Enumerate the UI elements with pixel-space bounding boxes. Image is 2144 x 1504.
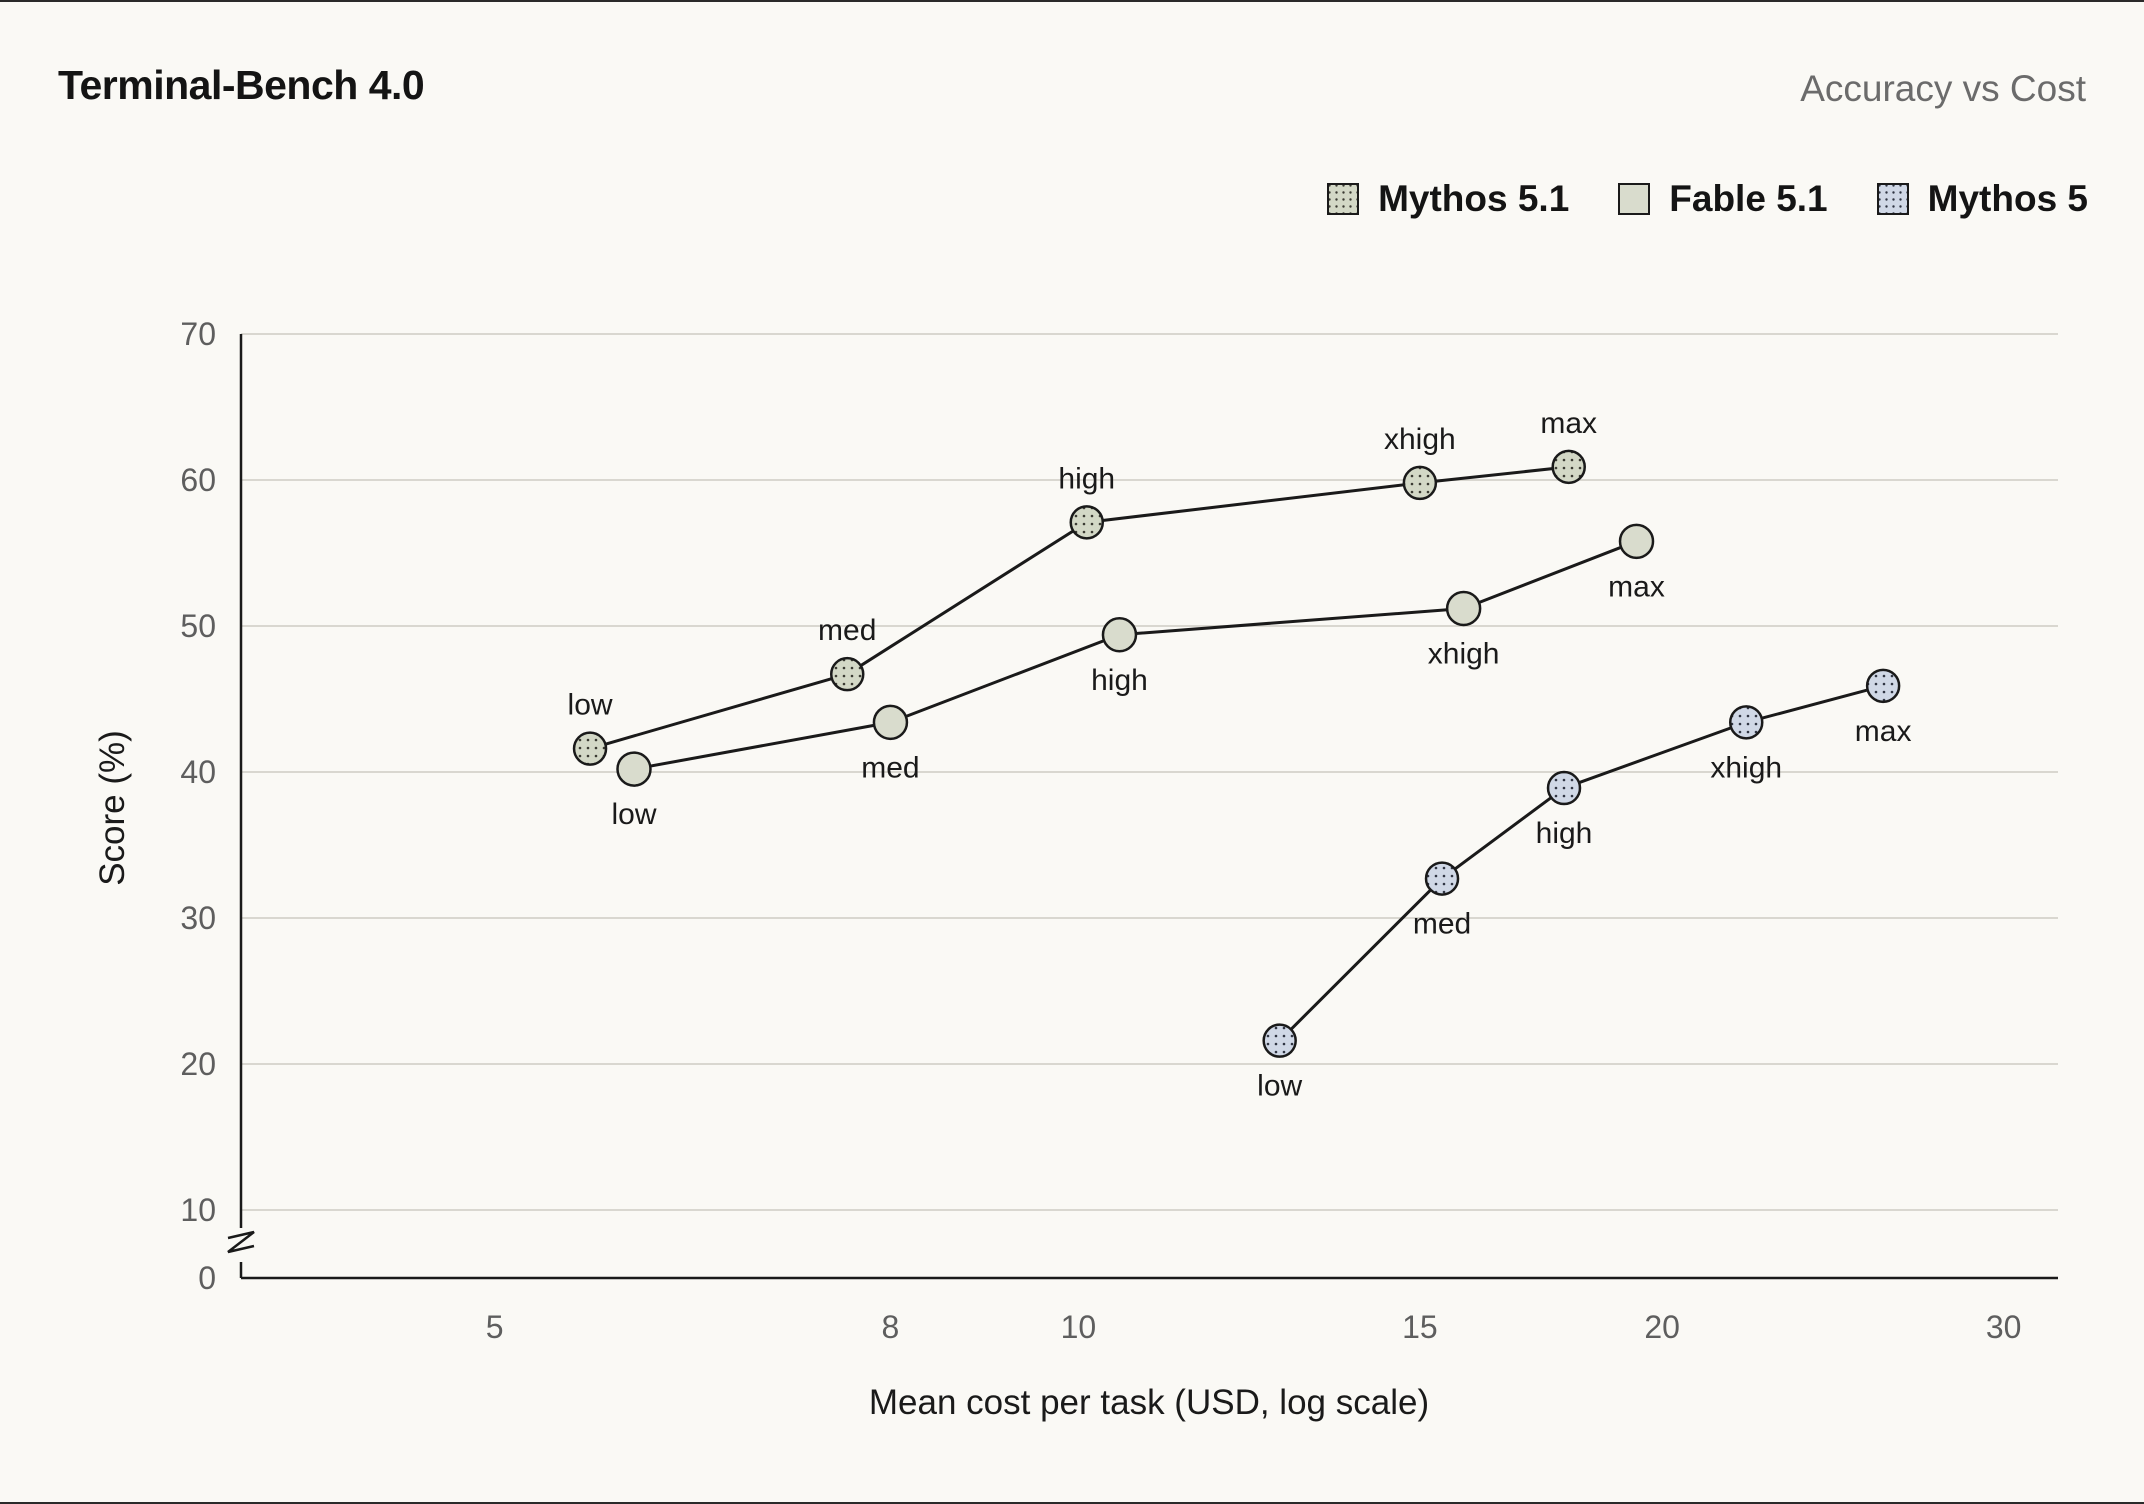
point-mythos-5-low	[1262, 1023, 1297, 1058]
y-tick-label-60: 60	[180, 462, 216, 498]
point-fable-5-1-xhigh	[1445, 590, 1482, 627]
point-mythos-5-high	[1546, 770, 1582, 806]
point-fable-5-1-low	[616, 751, 652, 787]
point-mythos-5-1-low	[572, 731, 608, 766]
point-label-mythos-5-high: high	[1536, 817, 1593, 850]
x-tick-label-10: 10	[1061, 1309, 1097, 1345]
point-mythos-5-1-xhigh	[1402, 465, 1438, 501]
chart-subtitle: Accuracy vs Cost	[1800, 68, 2086, 109]
grid-lines	[241, 333, 2058, 1211]
legend: Mythos 5.1 Fable 5.1 Mythos 5	[1326, 178, 2088, 220]
y-tick-label-0: 0	[198, 1260, 216, 1296]
legend-swatch-mythos-5-icon	[1876, 183, 1909, 215]
legend-label-mythos-5: Mythos 5	[1927, 178, 2088, 219]
point-label-fable-5-1-max: max	[1608, 570, 1665, 603]
point-label-mythos-5-1-xhigh: xhigh	[1384, 423, 1456, 456]
series-fable-5-1: low med high xhigh max	[611, 523, 1665, 831]
point-label-fable-5-1-xhigh: xhigh	[1428, 637, 1500, 670]
series-mythos-5: low med high xhigh max	[1257, 668, 1912, 1103]
legend-item-mythos-5: Mythos 5	[1876, 178, 2088, 220]
legend-swatch-mythos-5-1-icon	[1327, 183, 1360, 215]
x-axis-title: Mean cost per task (USD, log scale)	[869, 1383, 1429, 1422]
y-tick-label-50: 50	[180, 608, 216, 644]
point-label-fable-5-1-high: high	[1091, 664, 1148, 697]
point-label-mythos-5-1-med: med	[818, 614, 876, 647]
point-label-mythos-5-1-max: max	[1540, 407, 1597, 440]
legend-label-fable-5-1: Fable 5.1	[1669, 178, 1828, 219]
legend-swatch-fable-5-1-icon	[1618, 183, 1651, 215]
point-label-mythos-5-max: max	[1855, 715, 1912, 748]
y-tick-label-10: 10	[180, 1192, 216, 1228]
point-mythos-5-xhigh	[1728, 705, 1764, 740]
legend-label-mythos-5-1: Mythos 5.1	[1378, 178, 1570, 219]
y-tick-label-70: 70	[180, 316, 216, 352]
series: low med high xhigh max low med high xhigh max low m…	[568, 407, 1912, 1103]
legend-item-fable-5-1: Fable 5.1	[1617, 178, 1828, 220]
x-tick-label-8: 8	[882, 1309, 900, 1345]
x-tick-label-5: 5	[486, 1309, 504, 1345]
point-label-mythos-5-low: low	[1257, 1070, 1302, 1103]
point-label-fable-5-1-low: low	[611, 798, 656, 831]
point-mythos-5-med	[1424, 861, 1460, 896]
series-mythos-5-1: low med high xhigh max	[568, 407, 1597, 766]
tick-labels: 0 10 20 30 40 50 60 70 5 8 10 15 20 30	[180, 316, 2021, 1345]
y-tick-label-30: 30	[180, 900, 216, 936]
y-axis-break-icon	[227, 1230, 255, 1254]
point-mythos-5-1-high	[1069, 505, 1105, 540]
x-tick-label-30: 30	[1986, 1309, 2022, 1345]
point-label-mythos-5-1-high: high	[1058, 462, 1115, 495]
axes	[227, 334, 2058, 1280]
series-line-mythos-5	[1278, 684, 1884, 1042]
point-label-mythos-5-1-low: low	[568, 689, 613, 722]
point-mythos-5-max	[1865, 668, 1901, 704]
point-mythos-5-1-med	[829, 656, 865, 692]
point-fable-5-1-high	[1101, 617, 1138, 653]
point-mythos-5-1-max	[1551, 449, 1586, 485]
point-label-mythos-5-xhigh: xhigh	[1710, 751, 1782, 784]
legend-item-mythos-5-1: Mythos 5.1	[1326, 178, 1569, 220]
point-fable-5-1-med	[872, 704, 909, 741]
y-tick-label-40: 40	[180, 754, 216, 790]
y-axis-title: Score (%)	[93, 730, 132, 886]
chart-title: Terminal-Bench 4.0	[58, 62, 425, 108]
x-tick-label-20: 20	[1644, 1309, 1680, 1345]
y-tick-label-20: 20	[180, 1046, 216, 1082]
point-label-fable-5-1-med: med	[861, 751, 919, 784]
point-label-mythos-5-med: med	[1413, 908, 1471, 941]
x-tick-label-15: 15	[1402, 1309, 1438, 1345]
point-fable-5-1-max	[1618, 523, 1655, 560]
